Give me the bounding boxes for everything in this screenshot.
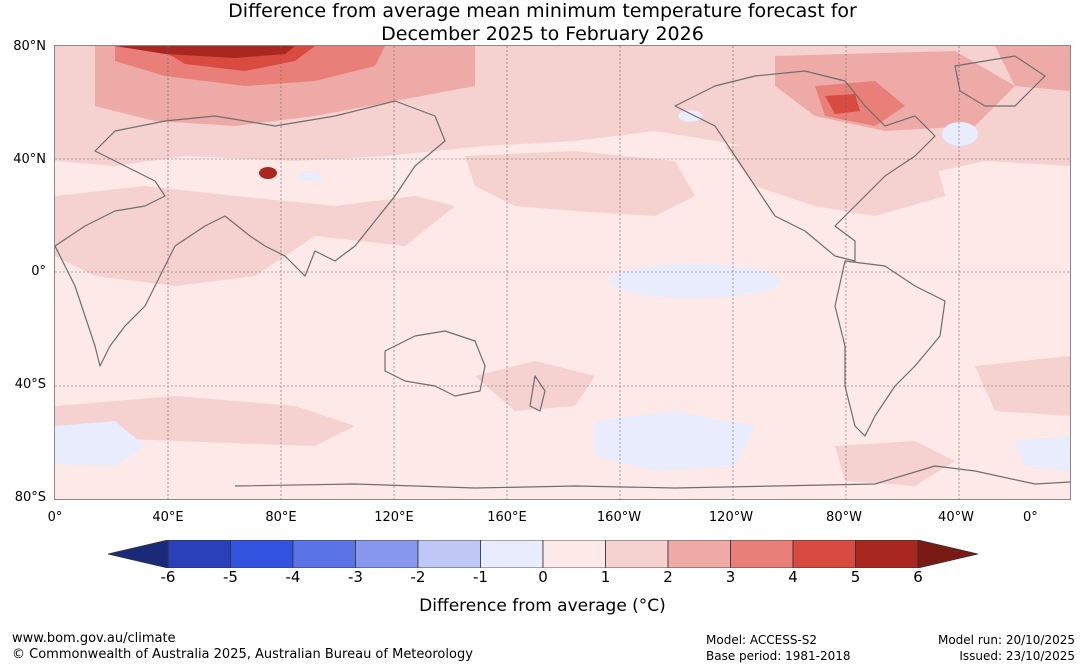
lat-label-80n: 80°N [13, 39, 46, 54]
chart-title: Difference from average mean minimum tem… [0, 0, 1085, 46]
colorbar-tick-label: 1 [600, 568, 611, 586]
colorbar-tick-label: 6 [913, 568, 923, 586]
anomaly-region-negative-antarctic-east [1015, 436, 1070, 471]
title-line-2: December 2025 to February 2026 [381, 23, 704, 45]
anomaly-region-negative-north-atlantic [942, 122, 978, 146]
lon-label-80e: 80°E [265, 510, 297, 525]
lon-label-80w: 80°W [826, 510, 862, 525]
coastline-africa-eurasia [55, 100, 446, 367]
coastline-north-america [674, 70, 936, 262]
colorbar-cell [417, 540, 481, 568]
colorbar-tick-label: -1 [473, 568, 488, 586]
anomaly-region-negative-north-pacific [678, 110, 702, 122]
anomaly-region-2-3-greenland [995, 46, 1070, 91]
anomaly-region-1-2-south-atlantic [975, 356, 1070, 416]
lat-label-80s: 80°S [14, 490, 46, 505]
anomaly-region-1-2-asia [55, 186, 455, 286]
lon-label-0-east: 0° [1023, 510, 1038, 525]
colorbar-tick-label: -2 [410, 568, 426, 586]
coastline-greenland [954, 55, 1046, 107]
footer-website: www.bom.gov.au/climate [12, 631, 176, 646]
colorbar-cell [480, 540, 544, 568]
colorbar-extend-high [917, 540, 978, 568]
graticule [55, 46, 1070, 499]
colorbar-label: Difference from average (°C) [419, 596, 666, 616]
coastline-new-zealand [529, 375, 546, 412]
colorbar-tick-label: -3 [348, 568, 363, 586]
map-graphic [55, 46, 1070, 499]
footer-issued: Issued: 23/10/2025 [959, 649, 1075, 663]
colorbar-cell [605, 540, 669, 568]
anomaly-region-negative-southern-ocean [595, 411, 755, 471]
anomaly-region-1-2-antarctic [835, 441, 955, 486]
anomaly-region-negative-south-indian [55, 421, 145, 466]
anomaly-region-1-2-america [725, 141, 945, 216]
lat-label-40s: 40°S [14, 377, 46, 392]
lon-label-120e: 120°E [374, 510, 414, 525]
colorbar-tick-label: -5 [223, 568, 238, 586]
anomaly-region-5-6-arctic [115, 46, 295, 58]
colorbar-cell [792, 540, 856, 568]
footer-model: Model: ACCESS-S2 [706, 633, 818, 647]
coastline-australia [384, 330, 486, 397]
lon-label-40e: 40°E [152, 510, 184, 525]
temperature-anomaly-map [54, 45, 1071, 500]
lon-label-120w: 120°W [708, 510, 754, 525]
title-line-1: Difference from average mean minimum tem… [228, 0, 857, 22]
lon-label-0: 0° [47, 510, 63, 525]
colorbar-tick-label: 0 [538, 568, 548, 586]
coastline-antarctica [234, 465, 1070, 489]
colorbar-tick-label: -6 [160, 568, 176, 586]
anomaly-region-negative-pacific [610, 264, 780, 298]
colorbar-tick-label: 5 [850, 568, 861, 586]
anomaly-region-negative-tibet [298, 172, 322, 182]
footer-base-period: Base period: 1981-2018 [706, 649, 851, 663]
colorbar-cell [730, 540, 794, 568]
colorbar-tick-label: 4 [788, 568, 798, 586]
colorbar-tick-label: 2 [663, 568, 673, 586]
lon-label-40w: 40°W [938, 510, 974, 525]
lon-label-160w: 160°W [596, 510, 642, 525]
footer-model-run: Model run: 20/10/2025 [937, 633, 1075, 647]
coastline-south-america [834, 260, 946, 437]
colorbar-cell [667, 540, 731, 568]
anomaly-region-4-5-hudson [825, 94, 860, 114]
anomaly-region-3-4-canada [815, 81, 905, 126]
lon-label-160e: 160°E [487, 510, 527, 525]
coastlines [55, 55, 1070, 489]
lat-label-40n: 40°N [13, 152, 46, 167]
colorbar-cell [167, 540, 231, 568]
footer-copyright: © Commonwealth of Australia 2025, Austra… [12, 647, 473, 662]
colorbar-tick-label: 3 [725, 568, 736, 586]
anomaly-region-1-2-pacific [465, 151, 695, 216]
lat-label-0: 0° [31, 264, 46, 279]
colorbar-cell [355, 540, 419, 568]
anomaly-region-5-6-tibet [259, 167, 277, 179]
colorbar-extend-low [108, 540, 169, 568]
colorbar-cell [230, 540, 294, 568]
colorbar-cell [542, 540, 606, 568]
colorbar-tick-label: -4 [285, 568, 301, 586]
colorbar-cell [855, 540, 919, 568]
colorbar-cell [292, 540, 356, 568]
colorbar [108, 540, 978, 568]
